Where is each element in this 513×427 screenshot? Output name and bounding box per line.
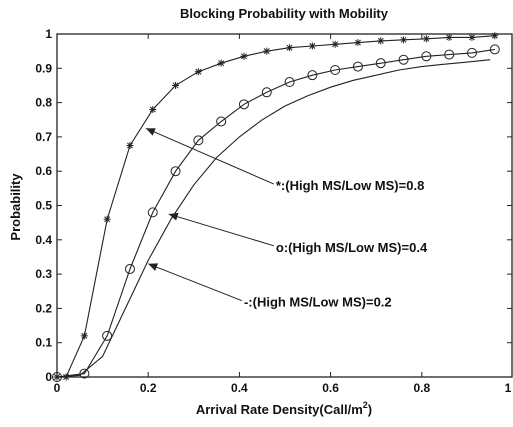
data-point-star bbox=[331, 40, 339, 48]
data-point-star bbox=[194, 68, 202, 76]
y-tick-label: 0.8 bbox=[35, 96, 52, 110]
y-tick-label: 1 bbox=[45, 27, 52, 41]
data-point-star bbox=[217, 59, 225, 67]
data-point-circle bbox=[79, 368, 90, 379]
data-point-star bbox=[286, 44, 294, 52]
annotation-label: *:(High MS/Low MS)=0.8 bbox=[276, 178, 424, 193]
data-point-circle bbox=[193, 135, 204, 146]
data-point-star bbox=[308, 42, 316, 50]
y-tick-label: 0 bbox=[45, 370, 52, 384]
x-axis-ticks: 0 0.2 0.4 0.6 0.8 1 bbox=[54, 34, 513, 395]
y-tick-label: 0.3 bbox=[35, 267, 52, 281]
y-tick-label: 0.6 bbox=[35, 164, 52, 178]
x-tick-label: 0.4 bbox=[231, 381, 248, 395]
x-tick-label: 0.8 bbox=[413, 381, 430, 395]
y-tick-label: 0.9 bbox=[35, 61, 52, 75]
data-point-circle bbox=[307, 70, 318, 81]
data-point-star bbox=[126, 141, 134, 149]
x-axis-label-end: ) bbox=[368, 402, 372, 417]
x-tick-label: 0.6 bbox=[322, 381, 339, 395]
data-point-star bbox=[80, 332, 88, 340]
series-line bbox=[56, 59, 491, 378]
annotation-2: o:(High MS/Low MS)=0.4 bbox=[168, 212, 428, 255]
annotation-label: o:(High MS/Low MS)=0.4 bbox=[276, 240, 428, 255]
y-tick-label: 0.1 bbox=[35, 336, 52, 350]
data-point-star bbox=[354, 39, 362, 47]
annotation-1: *:(High MS/Low MS)=0.8 bbox=[145, 127, 424, 193]
data-point-star bbox=[445, 33, 453, 41]
data-point-circle bbox=[238, 99, 249, 110]
series-layer bbox=[52, 32, 500, 382]
data-point-star bbox=[172, 81, 180, 89]
x-axis-label-sup: 2 bbox=[363, 400, 368, 410]
x-axis-label: Arrival Rate Density(Call/m2) bbox=[196, 400, 372, 417]
data-point-circle bbox=[421, 51, 432, 62]
y-tick-label: 0.2 bbox=[35, 301, 52, 315]
annotation-arrow-line bbox=[168, 213, 275, 247]
chart-title: Blocking Probability with Mobility bbox=[180, 6, 389, 21]
data-point-circle bbox=[489, 44, 500, 55]
series-2 bbox=[52, 44, 500, 382]
data-point-star bbox=[468, 33, 476, 41]
series-1 bbox=[53, 32, 499, 381]
data-point-star bbox=[422, 35, 430, 43]
series-line bbox=[57, 35, 495, 378]
x-axis-label-main: Arrival Rate Density(Call/m bbox=[196, 402, 363, 417]
data-point-circle bbox=[261, 87, 272, 98]
data-point-circle bbox=[444, 49, 455, 60]
annotation-3: -:(High MS/Low MS)=0.2 bbox=[148, 263, 392, 310]
data-point-star bbox=[149, 105, 157, 113]
data-point-star bbox=[263, 47, 271, 55]
annotation-arrow-line bbox=[148, 263, 243, 302]
data-point-star bbox=[103, 215, 111, 223]
data-point-circle bbox=[170, 166, 181, 177]
data-point-star bbox=[491, 32, 499, 40]
y-tick-label: 0.4 bbox=[35, 233, 52, 247]
series-3 bbox=[56, 59, 491, 378]
data-point-circle bbox=[466, 47, 477, 58]
y-axis-ticks: 0 0.1 0.2 0.3 0.4 0.5 0.6 0.7 0.8 0.9 1 bbox=[35, 27, 512, 384]
data-point-circle bbox=[124, 263, 135, 274]
data-point-circle bbox=[375, 58, 386, 69]
data-point-star bbox=[377, 37, 385, 45]
annotation-arrow-head bbox=[168, 212, 179, 221]
data-point-circle bbox=[352, 61, 363, 72]
data-point-circle bbox=[216, 116, 227, 127]
series-line bbox=[56, 48, 495, 378]
annotation-arrow-head bbox=[148, 263, 159, 271]
x-tick-label: 1 bbox=[505, 381, 512, 395]
annotation-arrow-line bbox=[145, 127, 275, 185]
data-point-circle bbox=[330, 65, 341, 76]
plot-frame bbox=[56, 33, 513, 378]
data-point-circle bbox=[398, 54, 409, 65]
data-point-circle bbox=[147, 207, 158, 218]
plot-area bbox=[56, 33, 513, 378]
annotation-label: -:(High MS/Low MS)=0.2 bbox=[244, 295, 392, 310]
data-point-circle bbox=[102, 330, 113, 341]
annotation-layer: *:(High MS/Low MS)=0.8 o:(High MS/Low MS)… bbox=[145, 127, 428, 310]
x-tick-label: 0 bbox=[54, 381, 61, 395]
annotation-arrow-head bbox=[145, 128, 156, 136]
data-point-star bbox=[400, 36, 408, 44]
y-axis-label: Probability bbox=[8, 173, 23, 241]
data-point-star bbox=[240, 52, 248, 60]
data-point-circle bbox=[284, 77, 295, 88]
y-tick-label: 0.5 bbox=[35, 199, 52, 213]
y-tick-label: 0.7 bbox=[35, 130, 52, 144]
x-tick-label: 0.2 bbox=[140, 381, 157, 395]
